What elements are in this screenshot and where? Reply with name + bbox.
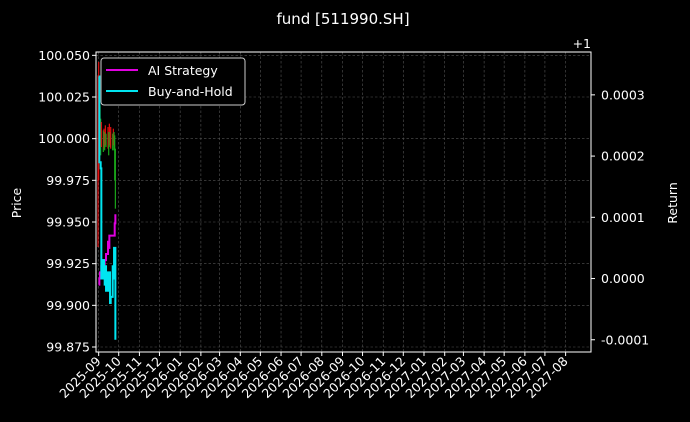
right-tick-label: -0.0001 — [601, 332, 649, 347]
legend: AI Strategy Buy-and-Hold — [100, 57, 246, 106]
left-tick-label: 99.900 — [46, 298, 90, 313]
plot-frame — [95, 51, 592, 353]
right-tick-label: 0.0003 — [601, 87, 645, 102]
left-tick-label: 100.000 — [38, 131, 90, 146]
right-tick-label: 0.0001 — [601, 210, 645, 225]
series-line-buy-and-hold — [98, 75, 117, 340]
left-y-axis: 99.875 99.900 99.925 99.950 99.975 100.000 100… — [38, 48, 96, 355]
chart-title: fund [511990.SH] — [276, 10, 409, 28]
legend-label-buy-and-hold: Buy-and-Hold — [148, 84, 233, 99]
left-tick-label: 99.875 — [46, 340, 90, 355]
left-tick-label: 100.025 — [38, 90, 90, 105]
left-tick-label: 99.925 — [46, 256, 90, 271]
left-tick-label: 99.950 — [46, 215, 90, 230]
x-axis: 2025-092025-102025-112025-122026-012026-… — [56, 352, 571, 401]
right-axis-label: Return — [665, 182, 680, 223]
left-tick-label: 100.050 — [38, 48, 90, 63]
return-series — [98, 75, 117, 340]
right-tick-label: 0.0000 — [601, 271, 645, 286]
left-tick-label: 99.975 — [46, 173, 90, 188]
legend-label-ai-strategy: AI Strategy — [148, 63, 218, 78]
right-axis-offset-label: +1 — [573, 36, 591, 51]
left-axis-label: Price — [9, 187, 24, 218]
right-tick-label: 0.0002 — [601, 149, 645, 164]
right-y-axis: -0.0001 0.0000 0.0001 0.0002 0.0003 — [591, 87, 649, 347]
